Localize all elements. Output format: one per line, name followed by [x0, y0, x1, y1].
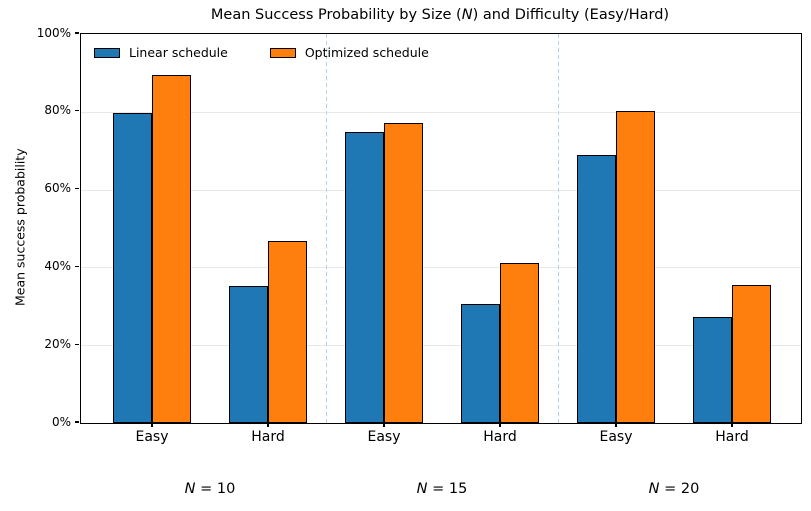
gridline-20	[81, 345, 801, 347]
ytick-mark-80	[75, 110, 79, 112]
bar-optimized-N10-hard	[268, 241, 307, 423]
group-label-15: N = 15	[416, 481, 468, 497]
ytick-label-80: 80%	[44, 103, 71, 118]
ytick-mark-20	[75, 343, 79, 345]
bar-optimized-N20-easy	[616, 110, 655, 423]
ytick-label-100: 100%	[36, 25, 71, 40]
chart-title-post: ) and Difficulty (Easy/Hard)	[472, 7, 670, 23]
ytick-mark-60	[75, 188, 79, 190]
group-separator-1	[326, 34, 327, 423]
ytick-mark-0	[75, 421, 79, 423]
bar-linear-N20-hard	[693, 316, 732, 423]
y-axis-label: Mean success probability	[12, 148, 28, 307]
bar-linear-N15-hard	[461, 304, 500, 423]
ytick-label-60: 60%	[44, 181, 71, 196]
ytick-label-0: 0%	[51, 414, 71, 429]
legend-swatch-linear-schedule	[94, 47, 120, 58]
chart-title-italic-n: N	[461, 7, 473, 23]
ytick-label-20: 20%	[44, 336, 71, 351]
plot-area: Linear schedule Optimized schedule	[80, 33, 802, 424]
legend-label-linear-schedule: Linear schedule	[129, 45, 228, 60]
bar-optimized-N10-easy	[152, 74, 191, 423]
ytick-mark-40	[75, 265, 79, 267]
legend-swatch-optimized-schedule	[269, 47, 296, 58]
chart-title: Mean Success Probability by Size (N) and…	[80, 7, 800, 23]
group-label-italic-n: N	[416, 481, 428, 497]
chart-title-pre: Mean Success Probability by Size (	[210, 7, 462, 23]
xtick-label-0-easy: Easy	[135, 429, 169, 445]
bar-optimized-N15-easy	[384, 123, 423, 423]
xtick-label-1-hard: Hard	[251, 429, 285, 445]
ytick-mark-100	[75, 32, 79, 34]
bar-linear-N10-easy	[113, 112, 152, 423]
xtick-label-3-hard: Hard	[483, 429, 517, 445]
group-label-italic-n: N	[184, 481, 196, 497]
xtick-label-4-easy: Easy	[599, 429, 633, 445]
group-label-10: N = 10	[184, 481, 236, 497]
bar-linear-N20-easy	[577, 155, 616, 423]
legend-item-optimized-schedule: Optimized schedule	[269, 45, 429, 60]
bar-linear-N15-easy	[345, 132, 384, 423]
bar-optimized-N20-hard	[732, 285, 771, 423]
xtick-label-2-easy: Easy	[367, 429, 401, 445]
legend-label-optimized-schedule: Optimized schedule	[304, 45, 429, 60]
gridline-80	[81, 111, 801, 113]
legend-item-linear-schedule: Linear schedule	[94, 45, 228, 60]
xtick-label-5-hard: Hard	[715, 429, 749, 445]
gridline-40	[81, 267, 801, 269]
ytick-label-40: 40%	[44, 258, 71, 273]
group-label-italic-n: N	[648, 481, 660, 497]
group-label-20: N = 20	[648, 481, 700, 497]
bar-optimized-N15-hard	[500, 263, 539, 423]
bar-linear-N10-hard	[229, 286, 268, 423]
legend: Linear schedule Optimized schedule	[94, 45, 429, 60]
group-separator-2	[558, 34, 559, 423]
gridline-60	[81, 189, 801, 191]
